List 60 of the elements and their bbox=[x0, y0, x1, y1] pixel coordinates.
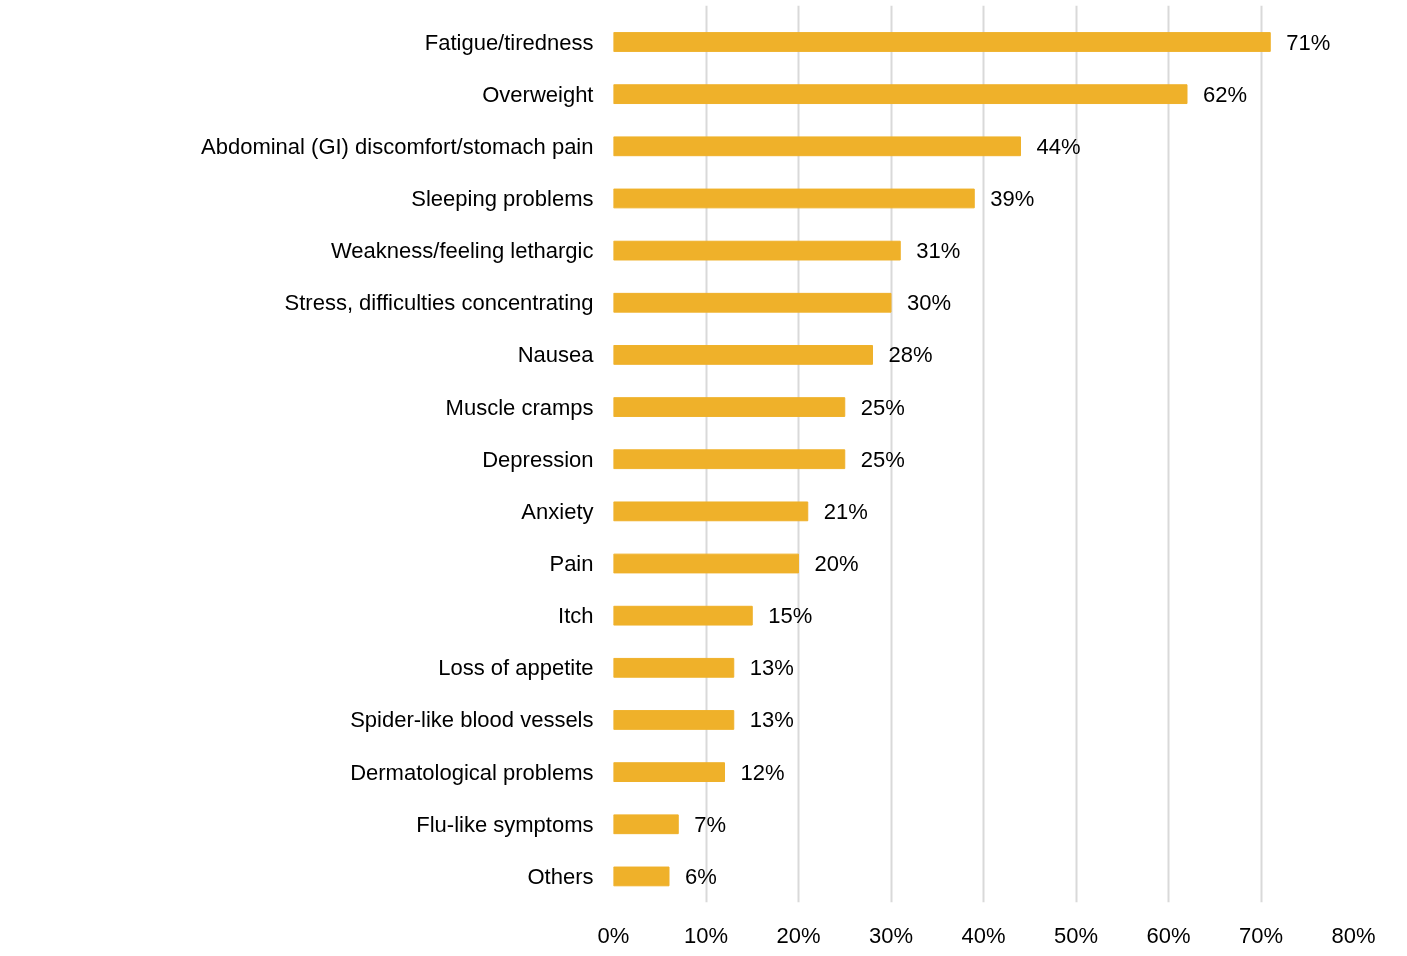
bar bbox=[613, 657, 735, 678]
y-tick-label: Flu-like symptoms bbox=[416, 811, 594, 837]
y-tick-label: Weakness/feeling lethargic bbox=[330, 238, 594, 264]
x-tick-label: 30% bbox=[868, 922, 914, 948]
data-label: 39% bbox=[990, 185, 1035, 211]
data-label: 6% bbox=[685, 863, 717, 889]
bar bbox=[613, 866, 670, 887]
bar bbox=[613, 605, 753, 626]
data-label: 62% bbox=[1203, 81, 1248, 107]
bar bbox=[613, 710, 735, 730]
bar bbox=[613, 449, 846, 470]
data-label: 13% bbox=[749, 655, 794, 681]
x-tick-label: 50% bbox=[1053, 922, 1099, 948]
data-label: 25% bbox=[860, 394, 905, 420]
data-label: 31% bbox=[916, 238, 961, 264]
bar bbox=[613, 240, 901, 261]
y-tick-label: Overweight bbox=[482, 81, 594, 107]
bar bbox=[613, 345, 873, 365]
y-tick-label: Others bbox=[527, 863, 594, 889]
y-tick-label: Dermatological problems bbox=[350, 759, 594, 785]
bar bbox=[613, 814, 679, 835]
y-tick-label: Sleeping problems bbox=[411, 185, 594, 211]
y-tick-label: Itch bbox=[558, 603, 594, 629]
y-tick-label: Muscle cramps bbox=[445, 394, 594, 420]
bar bbox=[613, 188, 975, 209]
data-label: 7% bbox=[694, 811, 727, 837]
y-tick-label: Fatigue/tiredness bbox=[424, 29, 594, 55]
data-label: 15% bbox=[768, 603, 813, 629]
data-label: 20% bbox=[814, 551, 859, 577]
y-tick-label: Nausea bbox=[517, 342, 595, 368]
data-label: 21% bbox=[823, 498, 868, 524]
bar bbox=[613, 553, 799, 574]
data-label: 25% bbox=[860, 446, 905, 472]
bar bbox=[613, 84, 1188, 105]
data-label: 71% bbox=[1286, 29, 1331, 55]
x-tick-label: 70% bbox=[1238, 922, 1284, 948]
x-tick-label: 0% bbox=[597, 922, 630, 948]
data-label: 12% bbox=[740, 759, 785, 785]
bar bbox=[613, 762, 725, 783]
x-tick-label: 20% bbox=[776, 922, 821, 948]
y-tick-label: Abdominal (GI) discomfort/stomach pain bbox=[201, 133, 594, 159]
y-tick-label: Spider-like blood vessels bbox=[350, 707, 594, 733]
x-tick-label: 10% bbox=[683, 922, 729, 948]
y-tick-label: Depression bbox=[482, 446, 594, 472]
y-tick-label: Stress, difficulties concentrating bbox=[284, 290, 594, 316]
x-tick-label: 60% bbox=[1146, 922, 1191, 948]
x-tick-label: 40% bbox=[961, 922, 1006, 948]
y-tick-label: Pain bbox=[549, 551, 594, 577]
bar bbox=[613, 292, 892, 313]
bar bbox=[613, 32, 1271, 52]
data-label: 28% bbox=[888, 342, 933, 368]
y-tick-label: Loss of appetite bbox=[438, 655, 594, 681]
bar bbox=[613, 136, 1021, 157]
bar bbox=[613, 397, 846, 417]
bar bbox=[613, 501, 809, 522]
x-tick-label: 80% bbox=[1331, 922, 1376, 948]
data-label: 30% bbox=[907, 290, 952, 316]
data-label: 13% bbox=[749, 707, 794, 733]
data-label: 44% bbox=[1036, 133, 1081, 159]
y-tick-label: Anxiety bbox=[521, 498, 594, 524]
